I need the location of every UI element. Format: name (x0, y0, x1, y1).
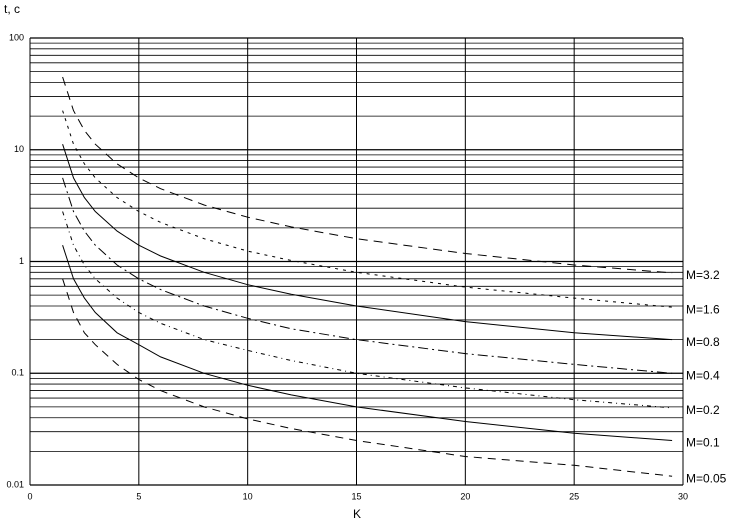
curve (62, 177, 673, 374)
curve (62, 278, 673, 477)
series-label: M=0.4 (686, 368, 720, 382)
x-tick-label: 30 (678, 491, 688, 501)
x-tick-label: 20 (460, 491, 470, 501)
series-label: M=0.2 (686, 403, 720, 417)
curve (62, 76, 673, 274)
y-tick-label: 1 (19, 256, 24, 266)
y-axis-label: t, c (4, 2, 20, 16)
series-label: M=1.6 (686, 302, 720, 316)
curve (62, 211, 673, 409)
curve (62, 144, 673, 341)
x-tick-label: 0 (27, 491, 32, 501)
y-tick-label: 0.01 (6, 479, 24, 489)
x-tick-label: 25 (569, 491, 579, 501)
curve (62, 110, 673, 308)
x-axis-label: K (353, 507, 361, 521)
series-label: M=3.2 (686, 268, 720, 282)
curve (62, 245, 673, 441)
y-tick-label: 100 (9, 32, 24, 42)
x-tick-label: 5 (136, 491, 141, 501)
x-tick-label: 15 (351, 491, 361, 501)
y-tick-label: 10 (14, 144, 24, 154)
x-tick-label: 10 (243, 491, 253, 501)
series-label: M=0.1 (686, 436, 720, 450)
series-label: M=0.05 (686, 471, 727, 485)
y-tick-label: 0.1 (11, 368, 24, 378)
series-label: M=0.8 (686, 335, 720, 349)
